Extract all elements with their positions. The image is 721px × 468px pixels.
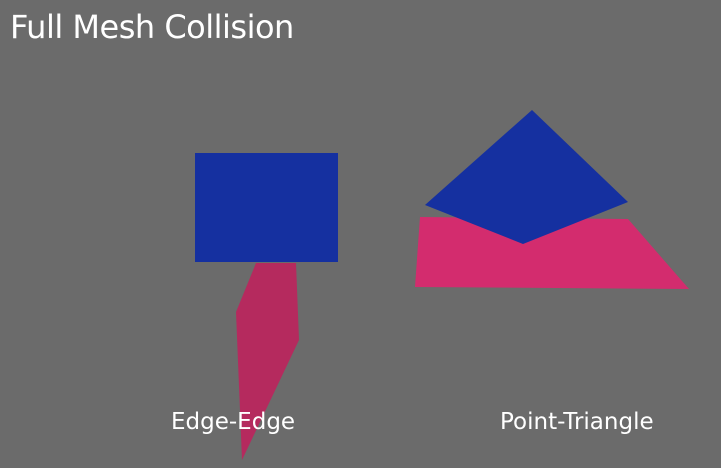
blue-diamond [425,110,628,244]
pink-sliver-triangle [236,263,299,460]
edge-edge-example [195,153,338,460]
point-triangle-example [415,110,689,289]
edge-edge-label: Edge-Edge [171,409,296,435]
pink-triangle-plane [415,217,689,289]
slide-title: Full Mesh Collision [10,8,294,46]
blue-square [195,153,338,262]
point-triangle-label: Point-Triangle [500,409,654,435]
